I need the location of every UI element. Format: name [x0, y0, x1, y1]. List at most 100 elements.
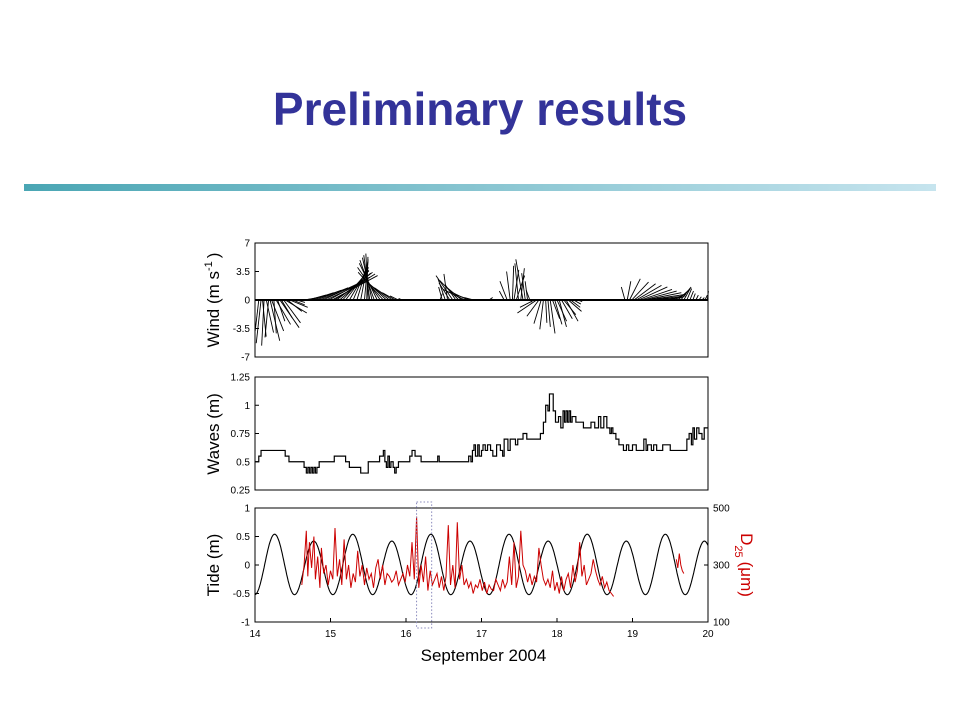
wind-stick — [255, 299, 262, 344]
wind-stick — [439, 280, 460, 301]
d25-ytick-label: 300 — [713, 561, 730, 572]
wind-stick — [706, 290, 709, 301]
wind-stick — [692, 293, 696, 301]
wind-stick — [328, 276, 371, 301]
wind-stick — [638, 286, 668, 301]
tide-ytick-label: 0.5 — [236, 532, 250, 543]
x-tick-label: 15 — [325, 629, 337, 640]
waves-line — [255, 393, 708, 474]
x-tick-label: 14 — [249, 629, 261, 640]
waves-frame — [254, 376, 709, 491]
wind-stick — [275, 299, 291, 325]
wind-stick — [517, 299, 537, 314]
wind-stick — [565, 299, 579, 322]
wind-stick — [683, 286, 692, 301]
wind-stick — [631, 281, 649, 301]
wind-stick — [620, 286, 626, 301]
wind-stick — [539, 299, 544, 330]
wind-stick — [358, 263, 378, 301]
wind-stick — [561, 299, 573, 319]
x-tick-label: 17 — [476, 629, 488, 640]
tide-ytick-label: 1 — [244, 504, 250, 515]
d25-ytick-label: 500 — [713, 504, 730, 515]
wind-stick — [438, 286, 443, 301]
wind-stick — [264, 299, 270, 338]
wind-stick — [261, 299, 265, 346]
highlight-window — [416, 501, 433, 629]
waves-ytick-label: 0.25 — [231, 486, 251, 497]
wind-stick — [545, 299, 548, 323]
d25-ytick-label: 100 — [713, 618, 730, 629]
wind-stick — [680, 287, 691, 301]
wind-stick — [273, 299, 277, 334]
wind-ytick-label: -3.5 — [233, 324, 251, 335]
wind-stick — [568, 299, 582, 312]
wind-stick — [498, 290, 505, 301]
tide-ytick-label: 0 — [244, 561, 250, 572]
tide-ytick-label: -1 — [241, 618, 250, 629]
wind-stick — [435, 275, 454, 301]
wind-stick — [316, 287, 349, 301]
wind-stick — [382, 292, 396, 301]
wind-stick — [271, 299, 285, 332]
x-axis-label: September 2004 — [421, 646, 547, 665]
wind-stick — [526, 299, 540, 317]
x-tick-label: 20 — [702, 629, 714, 640]
wind-stick — [283, 299, 301, 324]
wind-stick — [513, 269, 520, 301]
slide-title: Preliminary results — [272, 83, 688, 135]
wind-stick — [547, 299, 551, 327]
wind-stick — [549, 299, 556, 334]
wind-stick — [512, 265, 515, 301]
d25-line — [675, 553, 685, 574]
wind-stick — [558, 299, 567, 327]
wind-stick — [689, 290, 694, 301]
wind-stick — [629, 278, 641, 301]
wind-stick — [570, 299, 581, 308]
waves-ytick-label: 1 — [244, 401, 250, 412]
d25-ylabel: D25(μm) — [732, 533, 756, 597]
wind-stick — [636, 284, 662, 301]
wind-stick — [533, 299, 542, 324]
wind-stick — [554, 299, 563, 325]
waves-ytick-label: 1.25 — [231, 373, 251, 384]
waves-ytick-label: 0.75 — [231, 429, 251, 440]
title-divider — [24, 184, 936, 191]
wind-ytick-label: -7 — [241, 353, 250, 364]
wind-stick — [287, 299, 303, 312]
wind-stick — [633, 283, 656, 301]
x-tick-label: 16 — [400, 629, 412, 640]
x-tick-label: 18 — [551, 629, 563, 640]
wind-stick — [521, 273, 526, 301]
wind-stick — [626, 281, 632, 301]
wind-stick — [514, 263, 519, 301]
tide-line — [254, 533, 709, 596]
wind-stick — [374, 287, 393, 301]
waves-ytick-label: 0.5 — [236, 457, 250, 468]
wind-stick — [525, 290, 531, 301]
wind-ytick-label: 0 — [244, 296, 250, 307]
wind-stick — [645, 292, 682, 301]
x-tick-label: 19 — [627, 629, 639, 640]
wind-stick — [552, 299, 561, 319]
wind-stick — [499, 281, 508, 301]
wind-stick — [289, 299, 308, 308]
wind-stick — [438, 282, 451, 301]
wind-stick — [357, 272, 384, 301]
wind-stick — [367, 282, 390, 301]
wind-stick — [506, 271, 511, 301]
wind-stick — [686, 288, 693, 301]
wind-ytick-label: 7 — [244, 239, 250, 250]
wind-stick — [640, 288, 673, 301]
tide-ylabel: Tide (m) — [204, 534, 223, 597]
d25-line — [301, 516, 614, 597]
wind-stick — [519, 299, 535, 308]
tide-ytick-label: -0.5 — [233, 589, 251, 600]
wind-ytick-label: 3.5 — [236, 267, 250, 278]
wind-stick — [515, 259, 524, 301]
waves-ylabel: Waves (m) — [204, 393, 223, 475]
wind-stick — [437, 278, 446, 301]
wind-stick — [520, 268, 525, 301]
wind-stick — [265, 299, 274, 333]
